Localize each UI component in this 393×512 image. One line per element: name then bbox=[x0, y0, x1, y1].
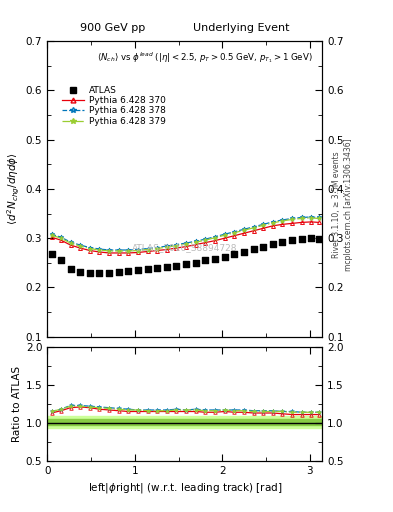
Point bbox=[77, 268, 83, 276]
Y-axis label: $\langle d^2 N_{chg}/d\eta d\phi \rangle$: $\langle d^2 N_{chg}/d\eta d\phi \rangle… bbox=[6, 153, 22, 225]
Point bbox=[289, 236, 295, 244]
Point bbox=[202, 257, 209, 265]
Point bbox=[135, 266, 141, 274]
Point bbox=[106, 269, 112, 277]
X-axis label: left|$\phi$right| (w.r.t. leading track) [rad]: left|$\phi$right| (w.r.t. leading track)… bbox=[88, 481, 282, 495]
Point bbox=[231, 250, 237, 259]
Text: Rivet 3.1.10, ≥ 3.5M events: Rivet 3.1.10, ≥ 3.5M events bbox=[332, 152, 341, 258]
Point bbox=[279, 238, 286, 246]
Text: mcplots.cern.ch [arXiv:1306.3436]: mcplots.cern.ch [arXiv:1306.3436] bbox=[344, 138, 353, 271]
Point bbox=[164, 263, 170, 271]
Point bbox=[48, 250, 55, 259]
Point bbox=[212, 255, 218, 263]
Point bbox=[193, 259, 199, 267]
Point bbox=[308, 234, 314, 242]
Point bbox=[222, 253, 228, 261]
Point bbox=[145, 265, 151, 273]
Text: 900 GeV pp: 900 GeV pp bbox=[80, 23, 145, 33]
Point bbox=[87, 269, 93, 277]
Point bbox=[67, 265, 73, 273]
Point bbox=[241, 248, 247, 256]
Point bbox=[116, 268, 122, 276]
Text: $\langle N_{ch}\rangle$ vs $\phi^{lead}$ ($|\eta| < 2.5$, $p_T > 0.5$ GeV, $p_{T: $\langle N_{ch}\rangle$ vs $\phi^{lead}$… bbox=[97, 50, 312, 65]
Point bbox=[270, 240, 276, 248]
Point bbox=[58, 257, 64, 265]
Point bbox=[173, 262, 180, 270]
Text: ATLAS_2010_S8894728: ATLAS_2010_S8894728 bbox=[132, 244, 237, 252]
Point bbox=[96, 269, 103, 277]
Legend: ATLAS, Pythia 6.428 370, Pythia 6.428 378, Pythia 6.428 379: ATLAS, Pythia 6.428 370, Pythia 6.428 37… bbox=[60, 84, 167, 127]
Point bbox=[260, 243, 266, 251]
Point bbox=[250, 245, 257, 253]
Bar bbox=[47, 416, 322, 428]
Point bbox=[154, 264, 160, 272]
Bar bbox=[47, 419, 322, 425]
Point bbox=[125, 267, 132, 275]
Point bbox=[183, 260, 189, 268]
Y-axis label: Ratio to ATLAS: Ratio to ATLAS bbox=[11, 366, 22, 442]
Point bbox=[316, 234, 322, 243]
Text: Underlying Event: Underlying Event bbox=[193, 23, 289, 33]
Point bbox=[299, 234, 305, 243]
